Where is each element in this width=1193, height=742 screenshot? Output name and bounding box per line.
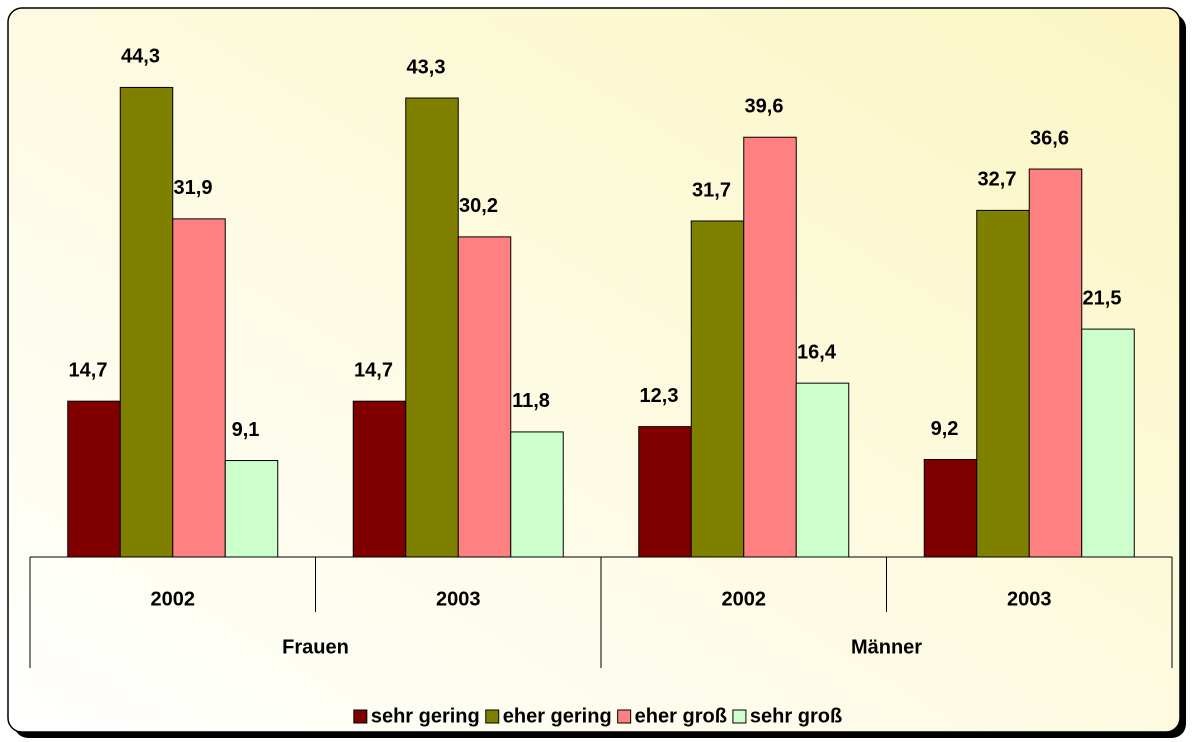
x-tick-label: 2002 <box>151 588 196 610</box>
bar <box>224 460 279 558</box>
data-label: 12,3 <box>640 385 679 407</box>
bar <box>795 382 850 558</box>
bar <box>67 400 121 558</box>
bar <box>510 431 564 558</box>
legend-label: sehr groß <box>750 705 842 727</box>
frame <box>7 7 1181 733</box>
data-label: 16,4 <box>797 341 837 363</box>
x-tick-label: 2002 <box>722 588 767 610</box>
legend-swatch <box>732 709 747 724</box>
bar <box>352 400 407 558</box>
legend-item: eher groß <box>617 705 727 727</box>
bar <box>743 136 797 558</box>
x-tick-label: 2003 <box>436 588 481 610</box>
bar <box>457 236 512 558</box>
bar <box>405 97 459 558</box>
legend-item: sehr gering <box>353 705 480 727</box>
data-label: 21,5 <box>1083 287 1122 309</box>
group-label: Männer <box>851 636 922 658</box>
data-label: 14,7 <box>354 359 393 381</box>
bar <box>923 458 978 558</box>
data-label: 9,1 <box>232 419 260 441</box>
legend-item: sehr groß <box>732 705 842 727</box>
data-label: 11,8 <box>512 390 550 412</box>
legend-swatch <box>617 709 632 724</box>
data-label: 32,7 <box>978 169 1017 191</box>
group-label: Frauen <box>282 636 349 658</box>
bar <box>690 220 745 558</box>
bar <box>1028 168 1083 558</box>
data-label: 9,2 <box>931 418 959 440</box>
data-label: 39,6 <box>745 96 784 118</box>
data-label: 14,7 <box>69 359 108 381</box>
legend-label: eher gering <box>503 705 612 727</box>
data-label: 43,3 <box>407 56 446 78</box>
x-tick-label: 2003 <box>1007 588 1052 610</box>
data-label: 31,9 <box>174 177 213 199</box>
bar <box>976 209 1030 558</box>
legend-label: eher groß <box>635 705 727 727</box>
data-label: 30,2 <box>459 195 498 217</box>
data-label: 31,7 <box>692 179 731 201</box>
data-label: 36,6 <box>1030 127 1069 149</box>
bar <box>638 426 692 558</box>
legend-swatch <box>485 709 500 724</box>
data-label: 44,3 <box>121 46 160 68</box>
bar <box>172 218 226 558</box>
bar <box>1081 328 1135 558</box>
legend-label: sehr gering <box>371 705 480 727</box>
legend-item: eher gering <box>485 705 612 727</box>
legend-swatch <box>353 709 368 724</box>
bar <box>119 86 174 558</box>
